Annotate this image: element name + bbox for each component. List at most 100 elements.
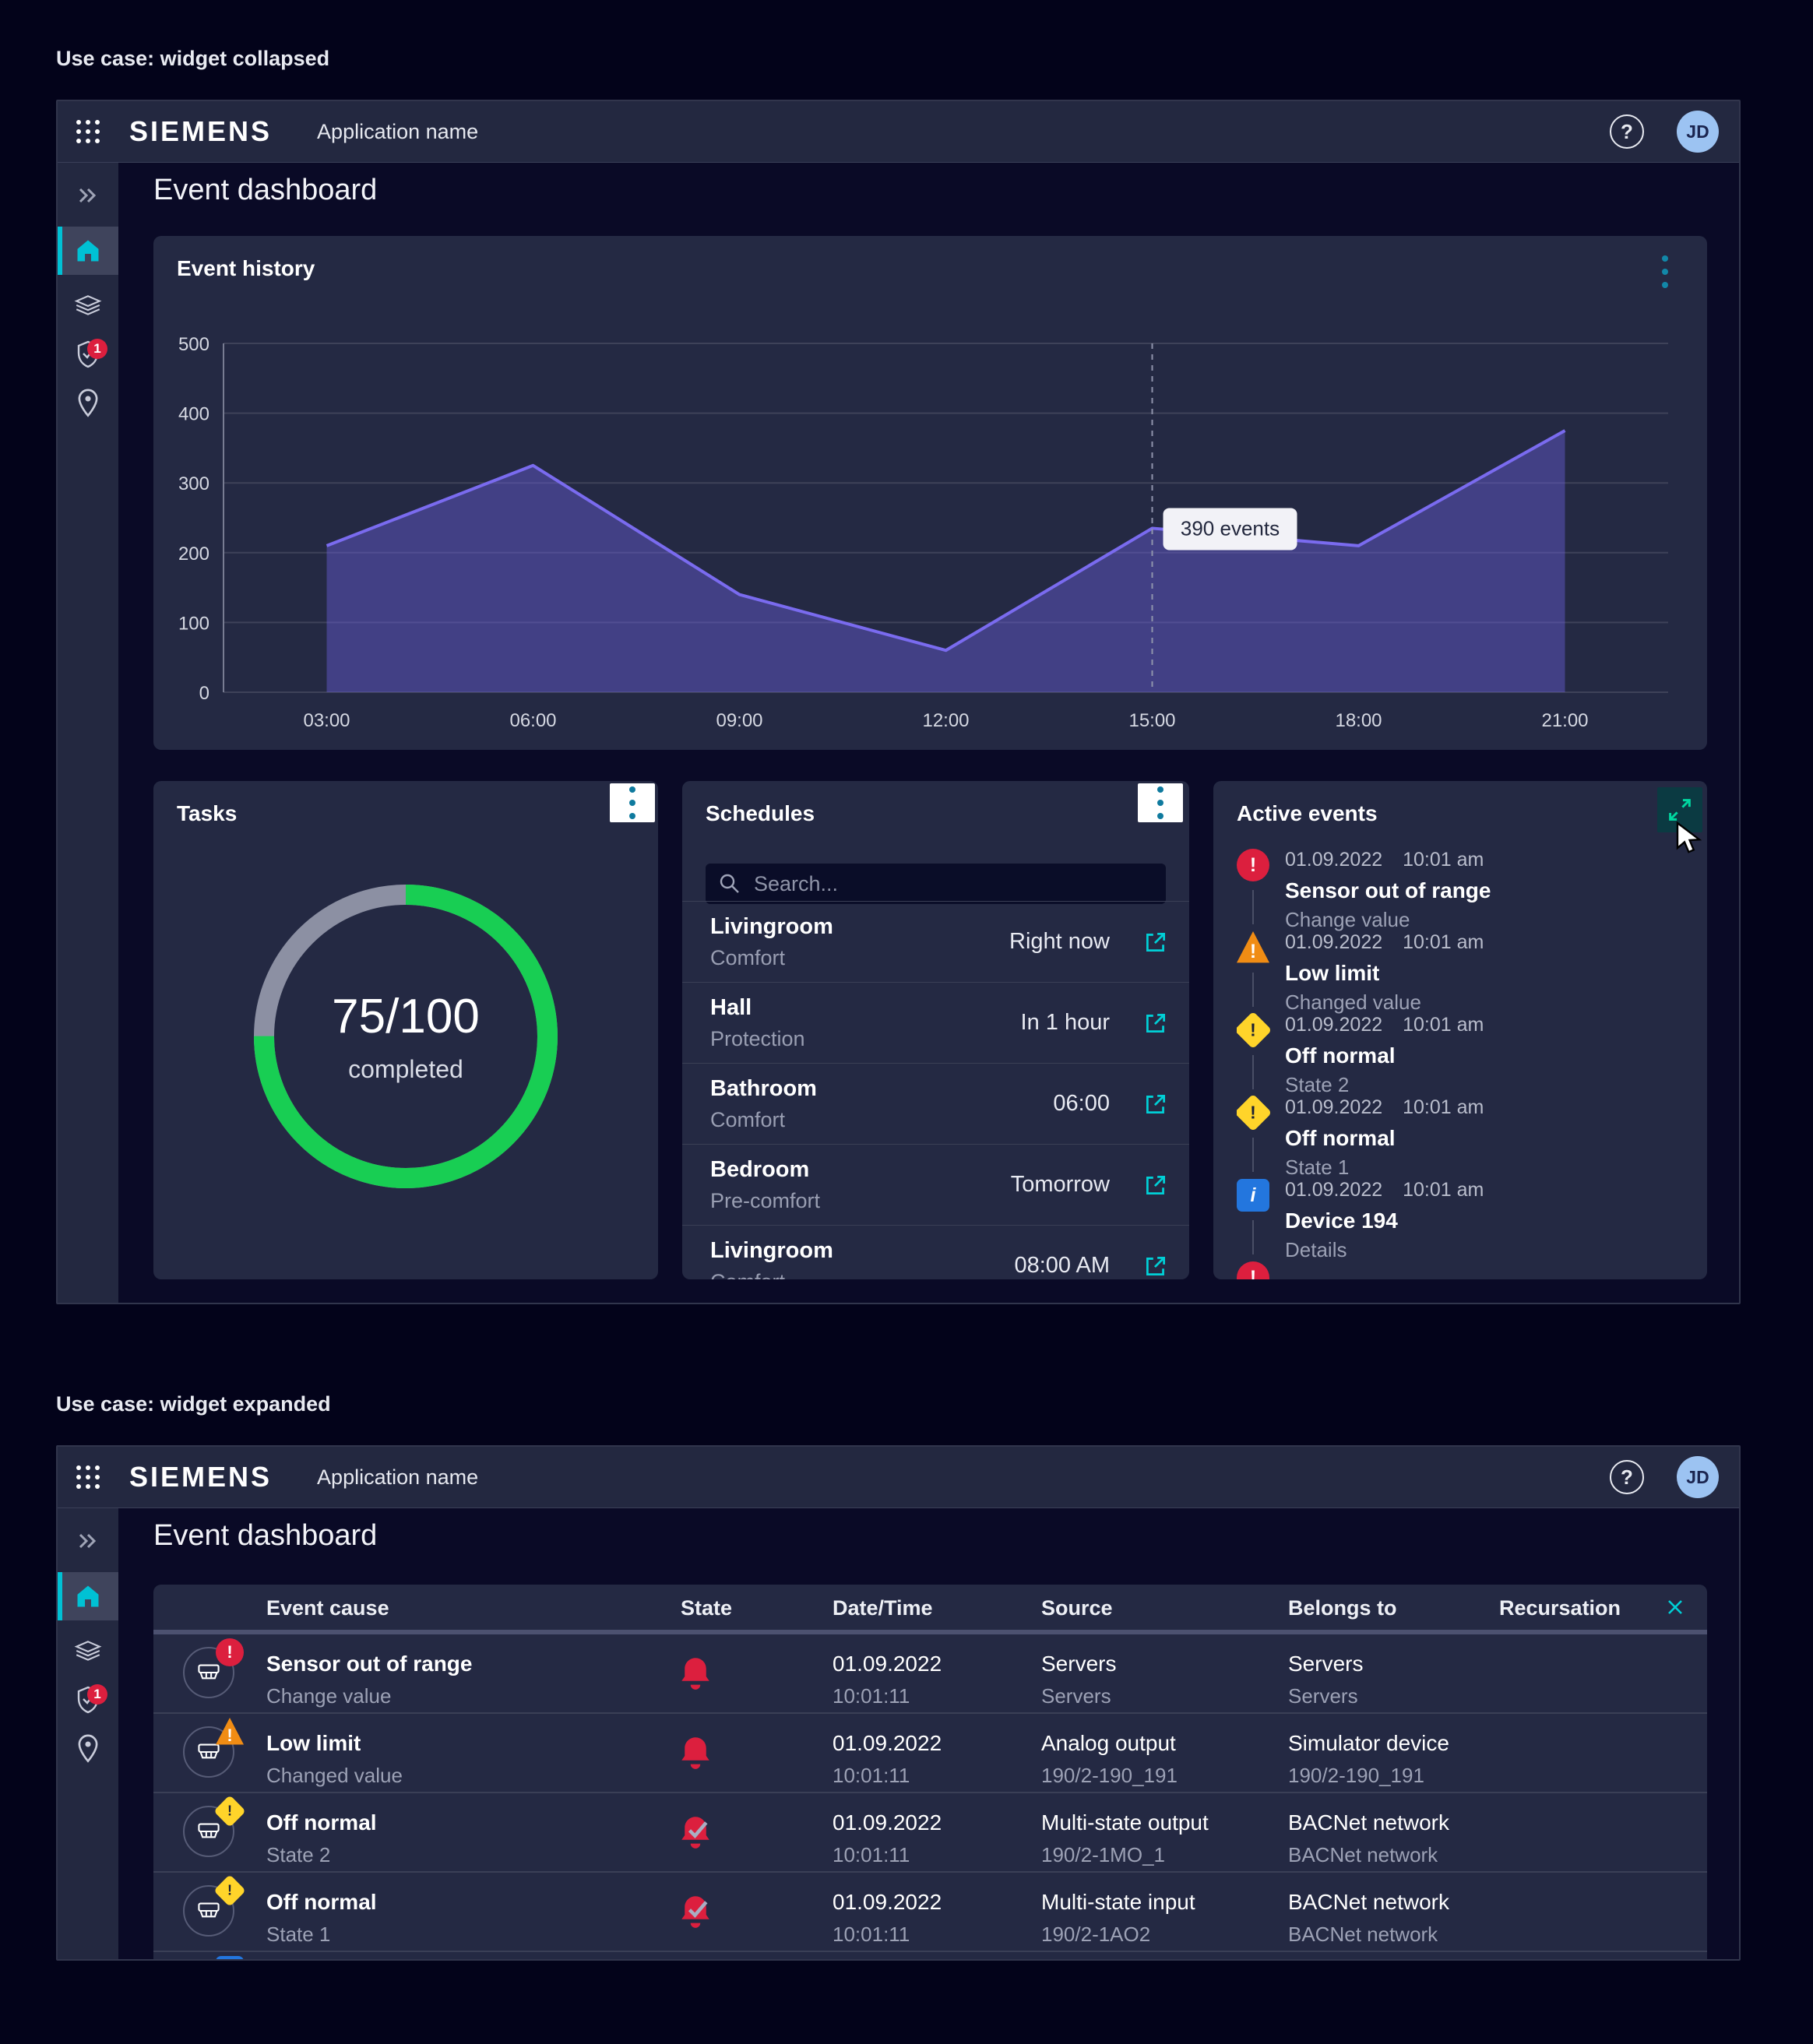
cell-event-cause: Off normal State 1 xyxy=(266,1890,377,1946)
schedule-time: In 1 hour xyxy=(1020,1010,1110,1035)
table-row[interactable]: ! Off normal State 1 01.09.2022 10:01:11 M… xyxy=(153,1871,1707,1951)
table-row[interactable]: ! Sensor out of range Change value 01.09.… xyxy=(153,1634,1707,1712)
sidebar-item-layers[interactable] xyxy=(58,1634,118,1669)
caution-icon: ! xyxy=(1237,1093,1273,1132)
event-history-widget: Event history 0 100 200 300 400 500 03:00 06:00… xyxy=(153,236,1707,750)
event-title: Low limit xyxy=(1285,961,1380,985)
active-events-list: ! 01.09.2022 10:01 am Sensor out of range… xyxy=(1237,828,1699,1279)
table-row[interactable]: ! Off normal State 2 01.09.2022 10:01:11 M… xyxy=(153,1792,1707,1871)
event-item[interactable]: ! xyxy=(1237,1240,1699,1279)
sidebar-collapse-button[interactable] xyxy=(58,1524,118,1558)
avatar[interactable]: JD xyxy=(1677,1456,1719,1498)
search-input[interactable] xyxy=(752,871,1153,897)
sidebar-item-location[interactable] xyxy=(58,385,118,420)
schedule-room: Livingroom xyxy=(710,913,833,939)
schedule-mode: Comfort xyxy=(710,1270,1014,1280)
device-icon xyxy=(198,1902,220,1918)
siemens-logo: SIEMENS xyxy=(129,1461,273,1493)
help-icon[interactable]: ? xyxy=(1610,1460,1644,1494)
main-content: Event dashboard Event cause State Date/T… xyxy=(118,1508,1739,1959)
danger-icon: ! xyxy=(1237,849,1269,881)
svg-text:03:00: 03:00 xyxy=(303,710,350,731)
event-timestamp: 01.09.2022 10:01 am xyxy=(1285,849,1484,871)
event-item[interactable]: ! 01.09.2022 10:01 am Sensor out of range… xyxy=(1237,828,1699,931)
svg-text:15:00: 15:00 xyxy=(1128,710,1175,731)
avatar[interactable]: JD xyxy=(1677,111,1719,153)
info-icon: i xyxy=(1237,1179,1269,1212)
sidebar: 1 xyxy=(58,163,118,1303)
schedule-time: Right now xyxy=(1009,929,1110,954)
application-name: Application name xyxy=(317,1465,479,1489)
schedule-mode: Comfort xyxy=(710,945,786,969)
warning-icon: ! xyxy=(1237,931,1269,963)
alarm-bell-icon xyxy=(681,1737,709,1769)
application-name: Application name xyxy=(317,119,479,143)
event-title: Device 194 xyxy=(1285,1208,1398,1233)
event-item[interactable]: i 01.09.2022 10:01 am Device 194 Details xyxy=(1237,1158,1699,1261)
column-header-belongs-to: Belongs to xyxy=(1288,1596,1397,1620)
caution-icon: ! xyxy=(1237,1011,1273,1050)
cell-belongs-to: Simulator device 190/2-190_191 xyxy=(1288,1731,1449,1787)
home-icon xyxy=(77,1585,99,1607)
schedule-room: Bedroom xyxy=(710,1156,810,1182)
caution-icon: ! xyxy=(213,1795,246,1828)
sidebar-collapse-button[interactable] xyxy=(58,178,118,213)
kebab-menu-icon[interactable] xyxy=(1649,255,1681,289)
device-icon xyxy=(198,1743,220,1759)
schedule-time: 06:00 xyxy=(1053,1091,1110,1116)
schedules-search xyxy=(706,864,1166,904)
app-header: SIEMENS Application name ? JD xyxy=(58,1447,1739,1508)
close-icon[interactable] xyxy=(1663,1595,1687,1619)
svg-text:0: 0 xyxy=(199,683,209,704)
schedule-item[interactable]: Livingroom Comfort Right now xyxy=(682,901,1189,982)
cell-source: Analog output 190/2-190_191 xyxy=(1041,1731,1178,1787)
schedules-widget: Schedules Livingroom Comfort xyxy=(682,781,1189,1279)
schedule-item[interactable]: Livingroom Comfort 08:00 AM xyxy=(682,1225,1189,1279)
sidebar-item-validation[interactable]: 1 xyxy=(58,1683,118,1717)
column-header-state: State xyxy=(681,1596,733,1620)
external-link-icon[interactable] xyxy=(1142,929,1169,955)
event-title: Off normal xyxy=(1285,1043,1396,1068)
sidebar-item-location[interactable] xyxy=(58,1731,118,1765)
schedule-item[interactable]: Bedroom Pre-comfort Tomorrow xyxy=(682,1144,1189,1225)
column-header-recursation: Recursation xyxy=(1499,1596,1621,1620)
tasks-progress-label: 75/100 completed xyxy=(242,873,569,1200)
info-icon: i xyxy=(216,1956,244,1959)
event-item[interactable]: ! 01.09.2022 10:01 am Off normal State 1 xyxy=(1237,1075,1699,1179)
kebab-menu-button[interactable] xyxy=(1138,783,1183,822)
event-item[interactable]: ! 01.09.2022 10:01 am Off normal State 2 xyxy=(1237,993,1699,1096)
table-row[interactable]: i xyxy=(153,1951,1707,1959)
app-window-expanded: SIEMENS Application name ? JD xyxy=(56,1445,1741,1961)
table-row[interactable]: ! Low limit Changed value 01.09.2022 10:01… xyxy=(153,1712,1707,1792)
device-icon xyxy=(198,1664,220,1680)
search-icon xyxy=(720,874,739,893)
sidebar-item-home[interactable] xyxy=(58,227,118,275)
event-source-icon xyxy=(183,1647,234,1698)
svg-text:300: 300 xyxy=(178,473,209,494)
kebab-menu-button[interactable] xyxy=(610,783,655,822)
sidebar-item-validation[interactable]: 1 xyxy=(58,337,118,371)
schedule-mode: Comfort xyxy=(710,1107,786,1131)
external-link-icon[interactable] xyxy=(1142,1091,1169,1117)
external-link-icon[interactable] xyxy=(1142,1172,1169,1198)
help-icon[interactable]: ? xyxy=(1610,114,1644,149)
expand-widget-button[interactable] xyxy=(1657,787,1702,853)
cell-source: Multi-state output 190/2-1MO_1 xyxy=(1041,1810,1209,1866)
schedule-time: 08:00 AM xyxy=(1014,1253,1110,1278)
svg-text:100: 100 xyxy=(178,613,209,634)
app-launcher-button[interactable] xyxy=(58,1462,118,1493)
chevron-double-right-icon xyxy=(79,1533,97,1549)
tasks-widget: Tasks 75/100 completed xyxy=(153,781,658,1279)
event-item[interactable]: ! 01.09.2022 10:01 am Low limit Changed v… xyxy=(1237,910,1699,1014)
page-title: Event dashboard xyxy=(153,1519,378,1552)
sidebar-item-layers[interactable] xyxy=(58,289,118,323)
external-link-icon[interactable] xyxy=(1142,1010,1169,1036)
event-title: Off normal xyxy=(1285,1126,1396,1150)
sidebar-item-home[interactable] xyxy=(58,1572,118,1620)
app-launcher-button[interactable] xyxy=(58,116,118,147)
schedule-item[interactable]: Hall Protection In 1 hour xyxy=(682,982,1189,1063)
event-detail: State 1 xyxy=(1285,1156,1350,1179)
external-link-icon[interactable] xyxy=(1142,1253,1169,1279)
schedule-item[interactable]: Bathroom Comfort 06:00 xyxy=(682,1063,1189,1144)
svg-text:09:00: 09:00 xyxy=(716,710,762,731)
